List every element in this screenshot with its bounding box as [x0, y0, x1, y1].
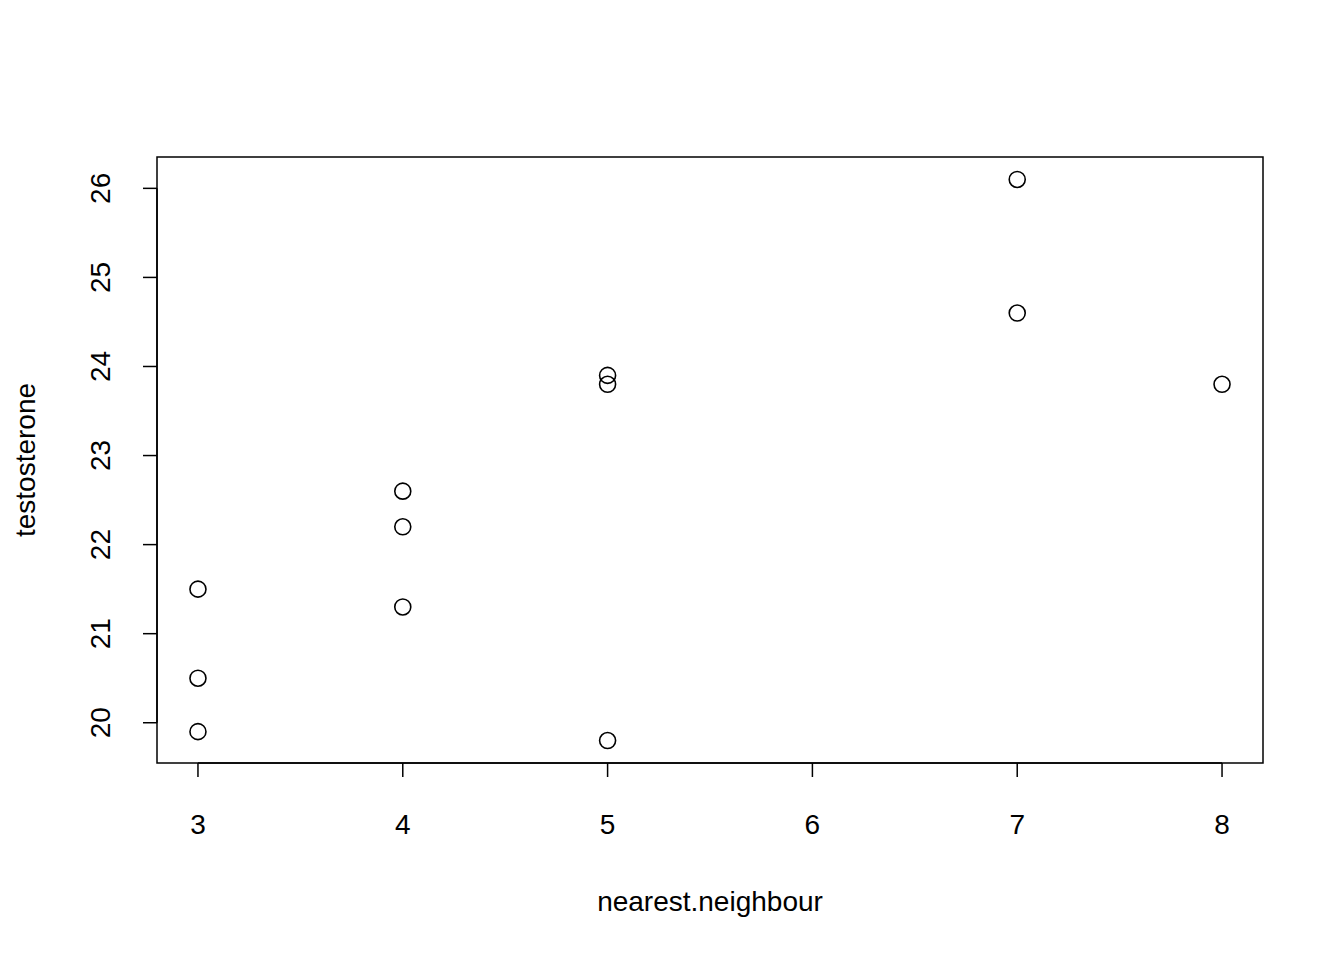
point [1009, 305, 1025, 321]
point [600, 733, 616, 749]
y-tick [143, 633, 157, 635]
x-axis-label: nearest.neighbour [597, 886, 823, 917]
y-tick-label: 20 [85, 707, 116, 738]
y-tick [143, 544, 157, 546]
x-tick-label: 8 [1214, 809, 1230, 840]
x-tick-label: 6 [805, 809, 821, 840]
x-tick [402, 763, 404, 777]
points [190, 171, 1230, 748]
y-tick-label: 23 [85, 440, 116, 471]
y-axis-label: testosterone [10, 383, 41, 537]
plot-frame [157, 157, 1263, 763]
y-tick-label: 21 [85, 618, 116, 649]
y-tick-label: 24 [85, 351, 116, 382]
x-tick-label: 7 [1009, 809, 1025, 840]
point [600, 367, 616, 383]
x-tick [812, 763, 814, 777]
x-tick [1221, 763, 1223, 777]
point [395, 483, 411, 499]
y-tick [143, 188, 157, 190]
point [190, 724, 206, 740]
point [600, 376, 616, 392]
y-tick-label: 22 [85, 529, 116, 560]
x-axis-line [198, 762, 1222, 764]
x-tick-label: 5 [600, 809, 616, 840]
x-tick-label: 3 [190, 809, 206, 840]
point [190, 670, 206, 686]
chart: 3 4 5 6 7 8 20 21 22 23 24 25 26 nearest.neighbour tes… [0, 0, 1344, 960]
x-tick [607, 763, 609, 777]
y-tick [143, 722, 157, 724]
point [395, 599, 411, 615]
y-tick [143, 455, 157, 457]
x-tick-label: 4 [395, 809, 411, 840]
y-tick [143, 277, 157, 279]
point [395, 519, 411, 535]
x-tick [197, 763, 199, 777]
y-tick-label: 25 [85, 262, 116, 293]
x-tick [1016, 763, 1018, 777]
point [190, 581, 206, 597]
chart-root: 3 4 5 6 7 8 20 21 22 23 24 25 26 nearest.neighbour tes… [0, 0, 1344, 960]
y-tick [143, 366, 157, 368]
point [1214, 376, 1230, 392]
point [1009, 171, 1025, 187]
y-tick-label: 26 [85, 173, 116, 204]
